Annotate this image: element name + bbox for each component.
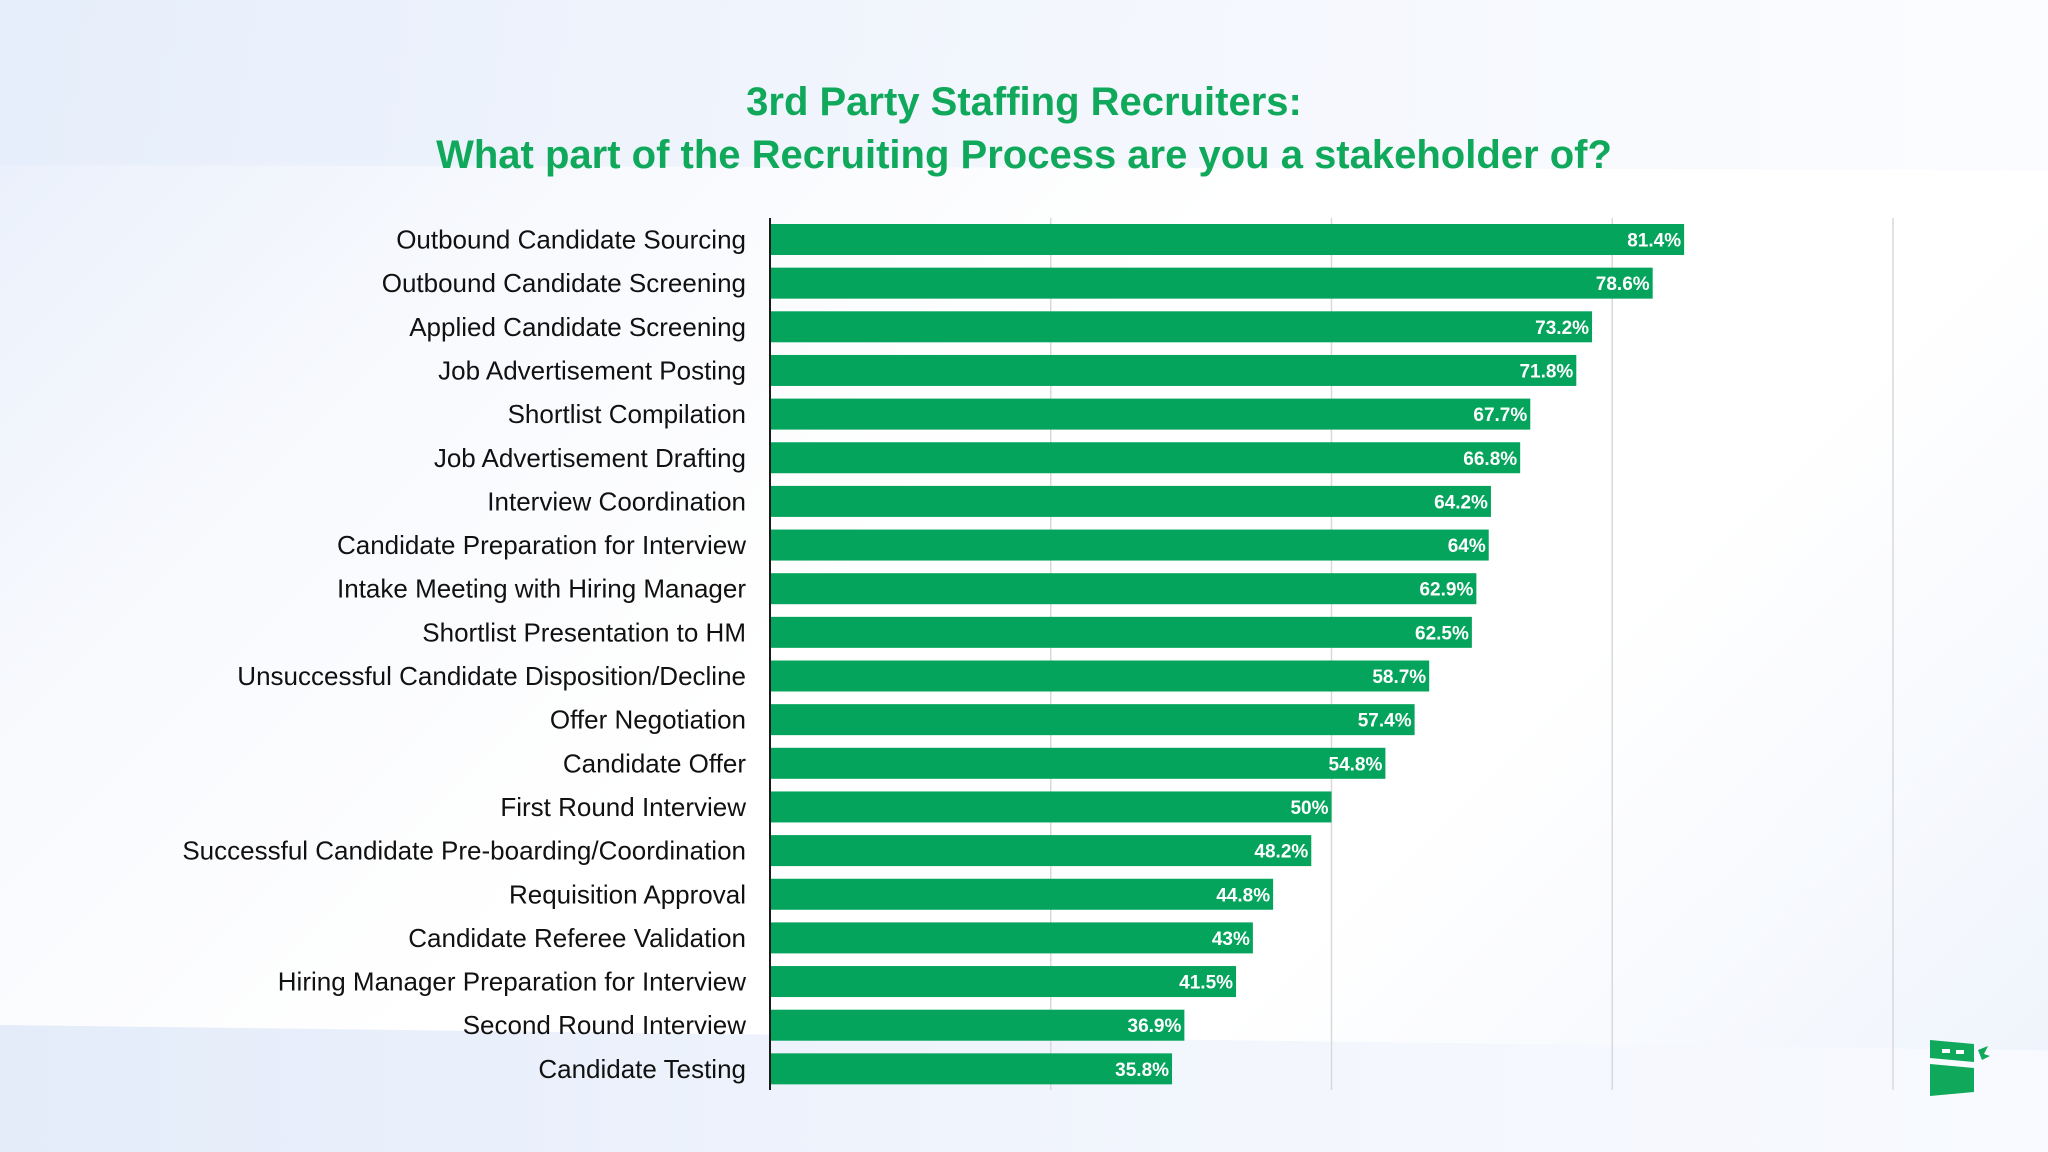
bar-2 — [770, 311, 1593, 343]
category-labels: Outbound Candidate Sourcing Outbound Cand… — [182, 225, 746, 1084]
data-label-6: 64.2% — [1434, 492, 1488, 513]
brand-logo-icon — [1930, 1040, 1990, 1096]
category-label-11: Offer Negotiation — [550, 705, 746, 735]
bar-10 — [770, 660, 1430, 692]
category-label-3: Job Advertisement Posting — [438, 355, 746, 385]
data-label-7: 64% — [1448, 536, 1486, 557]
bar-7 — [770, 529, 1489, 561]
data-label-18: 36.9% — [1128, 1016, 1182, 1037]
category-label-5: Job Advertisement Drafting — [434, 443, 746, 473]
category-label-14: Successful Candidate Pre-boarding/Coordi… — [182, 836, 746, 866]
bar-11 — [770, 704, 1415, 736]
category-label-13: First Round Interview — [500, 792, 746, 822]
category-label-19: Candidate Testing — [538, 1054, 746, 1084]
category-label-9: Shortlist Presentation to HM — [422, 617, 746, 647]
bar-9 — [770, 616, 1472, 648]
data-label-5: 66.8% — [1463, 449, 1517, 470]
bar-3 — [770, 354, 1577, 386]
chart-gridlines — [1050, 218, 1894, 1090]
bar-13 — [770, 791, 1332, 823]
data-label-11: 57.4% — [1358, 711, 1412, 732]
category-label-8: Intake Meeting with Hiring Manager — [337, 574, 746, 604]
category-label-17: Hiring Manager Preparation for Interview — [278, 967, 746, 997]
category-label-12: Candidate Offer — [563, 748, 746, 778]
data-label-17: 41.5% — [1179, 973, 1233, 994]
data-label-3: 71.8% — [1519, 361, 1573, 382]
chart-bars — [770, 224, 1685, 1085]
bar-16 — [770, 922, 1253, 954]
bar-15 — [770, 878, 1274, 910]
data-label-15: 44.8% — [1216, 885, 1270, 906]
bar-12 — [770, 747, 1386, 779]
data-label-4: 67.7% — [1473, 405, 1527, 426]
bar-4 — [770, 398, 1531, 430]
category-label-6: Interview Coordination — [487, 486, 746, 516]
category-label-7: Candidate Preparation for Interview — [337, 530, 746, 560]
bar-17 — [770, 966, 1237, 998]
bar-19 — [770, 1053, 1173, 1085]
bar-6 — [770, 485, 1491, 517]
data-label-2: 73.2% — [1535, 318, 1589, 339]
data-label-14: 48.2% — [1254, 842, 1308, 863]
chart-title-line-1: 3rd Party Staffing Recruiters: — [746, 80, 1302, 124]
data-label-1: 78.6% — [1596, 274, 1650, 295]
bar-14 — [770, 835, 1312, 867]
chart-title: 3rd Party Staffing Recruiters: What part… — [0, 76, 2048, 182]
category-label-1: Outbound Candidate Screening — [382, 268, 746, 298]
category-label-15: Requisition Approval — [509, 879, 746, 909]
category-label-18: Second Round Interview — [463, 1010, 747, 1040]
bar-1 — [770, 267, 1653, 299]
data-label-13: 50% — [1290, 798, 1328, 819]
data-label-16: 43% — [1212, 929, 1250, 950]
data-labels: 81.4% 78.6% 73.2% 71.8% 67.7% 66.8% 64.2% 64% 62… — [1115, 231, 1681, 1081]
data-label-19: 35.8% — [1115, 1060, 1169, 1081]
category-label-0: Outbound Candidate Sourcing — [396, 225, 746, 255]
data-label-10: 58.7% — [1372, 667, 1426, 688]
bar-18 — [770, 1009, 1185, 1041]
bar-5 — [770, 442, 1521, 474]
data-label-0: 81.4% — [1627, 231, 1681, 252]
category-label-10: Unsuccessful Candidate Disposition/Decli… — [237, 661, 746, 691]
category-label-2: Applied Candidate Screening — [409, 312, 746, 342]
bar-8 — [770, 573, 1477, 605]
data-label-9: 62.5% — [1415, 623, 1469, 644]
category-label-16: Candidate Referee Validation — [408, 923, 746, 953]
bar-0 — [770, 224, 1685, 255]
category-label-4: Shortlist Compilation — [508, 399, 746, 429]
chart-title-line-2: What part of the Recruiting Process are … — [436, 133, 1612, 177]
data-label-8: 62.9% — [1419, 580, 1473, 601]
data-label-12: 54.8% — [1329, 754, 1383, 775]
